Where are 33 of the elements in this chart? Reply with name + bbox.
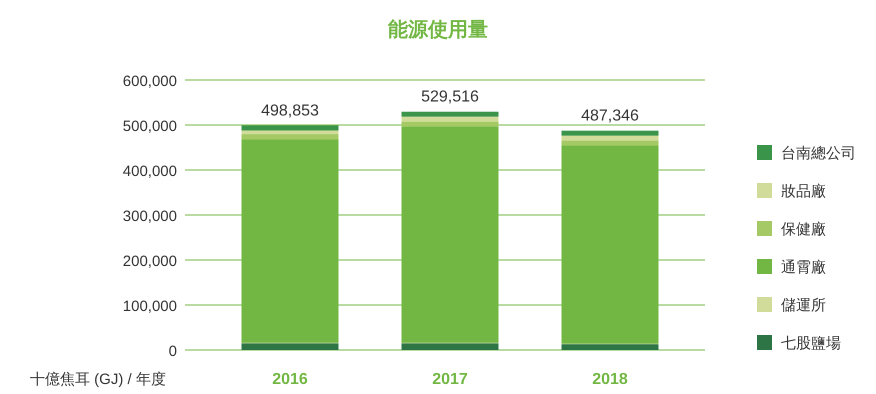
total-label: 498,853	[261, 102, 320, 120]
y-tick-label: 400,000	[122, 163, 177, 180]
total-label: 487,346	[581, 108, 640, 125]
bar	[562, 344, 658, 350]
bar	[402, 343, 498, 350]
legend-label: 妝品廠	[781, 183, 826, 200]
legend-label: 儲運所	[781, 297, 826, 314]
x-tick-label: 2016	[272, 371, 308, 388]
legend-label: 七股鹽場	[781, 335, 841, 352]
total-label: 529,516	[421, 88, 480, 106]
legend-label: 通霄廠	[781, 259, 826, 276]
chart-title: 能源使用量	[388, 18, 488, 41]
x-axis-title: 十億焦耳 (GJ) / 年度	[30, 371, 166, 388]
legend-label: 保健廠	[781, 221, 826, 238]
y-tick-label: 600,000	[122, 73, 177, 90]
y-tick-label: 0	[168, 343, 177, 360]
y-tick-label: 200,000	[122, 253, 177, 270]
bar	[402, 116, 498, 122]
y-tick-label: 300,000	[122, 208, 177, 225]
y-tick-label: 100,000	[122, 298, 177, 315]
bar	[242, 134, 338, 140]
bar	[402, 112, 498, 117]
y-tick-label: 500,000	[122, 118, 177, 135]
bar	[242, 126, 338, 130]
bar	[562, 140, 658, 146]
legend-label: 台南總公司	[781, 145, 856, 162]
bar	[402, 122, 498, 127]
bar	[562, 130, 658, 136]
bar	[242, 343, 338, 350]
bar	[242, 130, 338, 134]
x-tick-label: 2017	[432, 371, 468, 388]
bar	[562, 136, 658, 141]
x-tick-label: 2018	[592, 371, 628, 388]
